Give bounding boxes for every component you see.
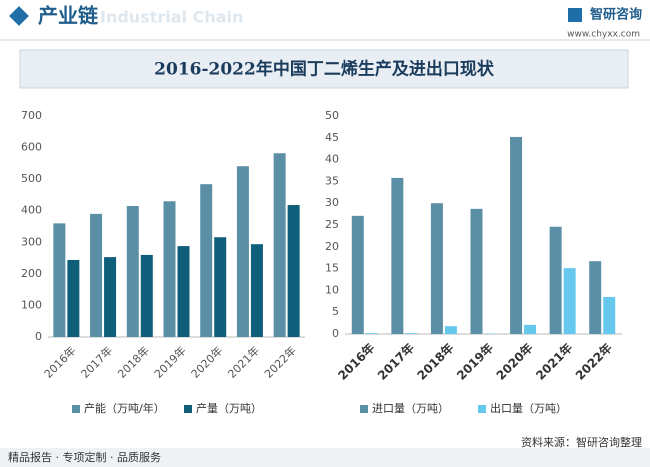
section-icon (9, 6, 29, 26)
watermark: Industrial Chain (100, 8, 243, 27)
footer-source: 资料来源：智研咨询整理 (521, 435, 642, 449)
bar (510, 136, 523, 334)
legend-swatch (72, 405, 80, 413)
footer-slogan: 精品报告 · 专项定制 · 品质服务 (8, 450, 161, 464)
bar (430, 203, 443, 334)
bar (53, 223, 66, 337)
bar (250, 244, 263, 337)
bar (563, 268, 576, 334)
y-tick-label: 600 (21, 141, 42, 154)
y-tick-label: 10 (325, 283, 339, 296)
bar (104, 257, 117, 337)
bar (589, 261, 602, 334)
bar (236, 166, 249, 337)
bar (391, 177, 404, 334)
y-tick-label: 0 (35, 330, 42, 343)
brand-logo (568, 8, 582, 22)
legend-swatch (478, 405, 486, 413)
bar (177, 246, 190, 337)
bar (365, 333, 378, 334)
y-tick-label: 25 (325, 218, 339, 231)
title-box (19, 49, 629, 89)
bar (67, 259, 80, 337)
y-tick-label: 40 (325, 153, 339, 166)
y-tick-label: 50 (325, 109, 339, 122)
y-tick-label: 200 (21, 267, 42, 280)
bar (549, 226, 562, 334)
y-tick-label: 30 (325, 196, 339, 209)
footer-band (0, 448, 650, 467)
y-tick-label: 700 (21, 109, 42, 122)
bar (470, 208, 483, 334)
bar (405, 333, 418, 334)
site: www.chyxx.com (567, 30, 640, 40)
brand: 智研咨询 (590, 7, 642, 23)
y-tick-label: 45 (325, 131, 339, 144)
y-tick-label: 5 (332, 305, 339, 318)
y-tick-label: 300 (21, 235, 42, 248)
y-tick-label: 500 (21, 172, 42, 185)
legend-label: 产能（万吨/年） (84, 401, 165, 415)
bar (214, 237, 227, 337)
bar (273, 153, 286, 337)
bar (126, 205, 139, 337)
y-tick-label: 100 (21, 298, 42, 311)
bar (140, 254, 153, 337)
legend-label: 产量（万吨） (196, 401, 262, 415)
legend-label: 出口量（万吨） (490, 401, 567, 415)
bar (524, 324, 537, 334)
y-tick-label: 15 (325, 262, 339, 275)
legend-swatch (184, 405, 192, 413)
y-tick-label: 400 (21, 204, 42, 217)
bar (287, 205, 300, 337)
bar (444, 326, 457, 334)
chart-title: 2016-2022年中国丁二烯生产及进出口现状 (154, 59, 495, 80)
bar (163, 201, 176, 337)
legend-label: 进口量（万吨） (372, 402, 449, 415)
bar (351, 215, 364, 334)
bar (200, 184, 213, 337)
bar (603, 296, 616, 334)
y-tick-label: 20 (325, 240, 339, 253)
y-tick-label: 0 (332, 327, 339, 340)
legend-swatch (360, 405, 368, 413)
y-tick-label: 35 (325, 174, 339, 187)
section-title: 产业链 (38, 4, 99, 28)
bar (90, 213, 103, 337)
